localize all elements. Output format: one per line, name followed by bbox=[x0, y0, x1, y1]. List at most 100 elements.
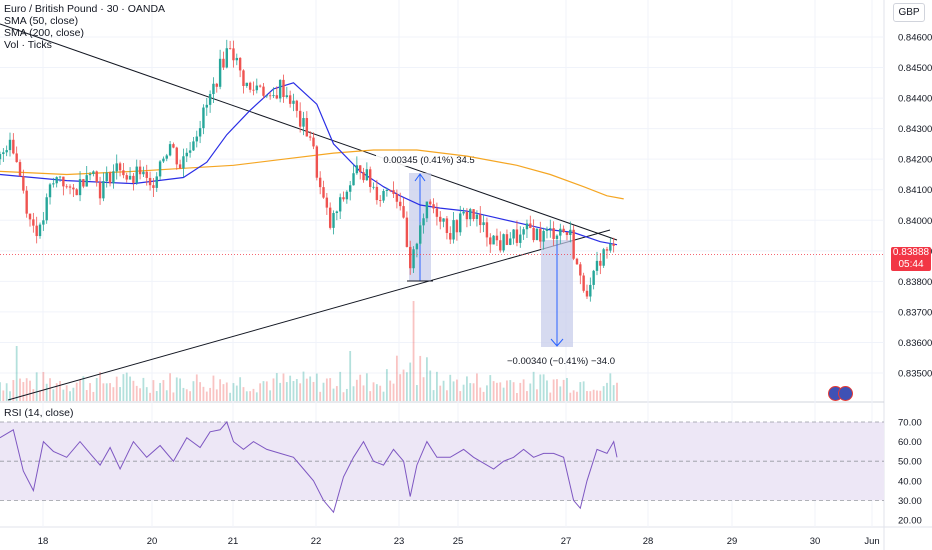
candle-body bbox=[559, 228, 562, 236]
candle-body bbox=[505, 234, 509, 245]
candle-body bbox=[328, 207, 332, 228]
time-tick-label: 20 bbox=[147, 536, 158, 547]
volume-bar bbox=[252, 388, 255, 401]
volume-bar bbox=[362, 385, 365, 401]
candle-body bbox=[148, 177, 152, 186]
candle-body bbox=[325, 197, 329, 208]
volume-bar bbox=[172, 392, 175, 401]
price-tick-label: 0.83800 bbox=[898, 277, 932, 288]
volume-bar bbox=[139, 388, 141, 401]
candle-body bbox=[282, 79, 285, 98]
volume-bar bbox=[279, 382, 282, 401]
candle-body bbox=[58, 176, 62, 178]
volume-bar bbox=[546, 380, 548, 401]
candle-body bbox=[35, 225, 38, 237]
candle-body bbox=[8, 139, 12, 151]
volume-bar bbox=[476, 373, 478, 401]
volume-bar bbox=[269, 390, 272, 401]
sma50-legend[interactable]: SMA (50, close) bbox=[4, 15, 79, 27]
volume-bar bbox=[412, 301, 415, 401]
volume-bar bbox=[586, 391, 588, 401]
candle-body bbox=[552, 228, 555, 239]
candle-body bbox=[102, 181, 105, 199]
volume-bar bbox=[112, 387, 115, 401]
candle-body bbox=[535, 228, 539, 241]
candle-body bbox=[0, 154, 2, 160]
volume-bar bbox=[105, 383, 108, 401]
volume-bar bbox=[179, 378, 181, 401]
volume-bar bbox=[82, 376, 85, 401]
candle-body bbox=[569, 229, 572, 236]
volume-bar bbox=[425, 357, 428, 401]
candle-body bbox=[298, 110, 302, 127]
candle-body bbox=[512, 229, 515, 239]
candle-body bbox=[78, 179, 82, 196]
candle-body bbox=[399, 201, 402, 207]
volume-legend[interactable]: Vol · Ticks bbox=[4, 39, 52, 51]
volume-bar bbox=[52, 389, 55, 401]
price-tick-label: 0.84100 bbox=[898, 185, 932, 196]
volume-bar bbox=[385, 369, 388, 401]
candle-body bbox=[305, 118, 309, 137]
volume-bar bbox=[155, 391, 158, 401]
volume-bar bbox=[185, 389, 188, 401]
volume-bar bbox=[572, 390, 575, 401]
candle-body bbox=[322, 187, 325, 198]
volume-bar bbox=[579, 382, 582, 401]
candle-body bbox=[125, 175, 128, 180]
volume-bar bbox=[355, 379, 358, 401]
candle-body bbox=[482, 222, 485, 226]
volume-bar bbox=[506, 380, 508, 401]
candle-body bbox=[495, 235, 499, 241]
volume-bar bbox=[122, 374, 125, 401]
volume-bar bbox=[606, 382, 608, 401]
last-price-tag: 0.83888 05:44 bbox=[891, 247, 931, 271]
candle-body bbox=[519, 234, 522, 243]
rsi-tick-label: 60.00 bbox=[898, 437, 922, 448]
descending-trendline bbox=[0, 23, 618, 241]
candle-body bbox=[242, 70, 245, 86]
volume-bar bbox=[369, 391, 372, 401]
candle-body bbox=[579, 264, 582, 276]
volume-bar bbox=[292, 381, 295, 401]
volume-bar bbox=[359, 374, 362, 401]
volume-bar bbox=[342, 392, 345, 401]
volume-bar bbox=[165, 390, 168, 401]
time-tick-label: 18 bbox=[38, 536, 49, 547]
candle-body bbox=[442, 218, 445, 222]
flag-icon[interactable] bbox=[838, 386, 853, 401]
sma200-legend[interactable]: SMA (200, close) bbox=[4, 27, 84, 39]
volume-bar bbox=[449, 374, 452, 401]
volume-bar bbox=[592, 389, 595, 401]
rsi-legend[interactable]: RSI (14, close) bbox=[4, 407, 74, 419]
time-tick-label: 21 bbox=[228, 536, 239, 547]
candle-body bbox=[45, 197, 48, 221]
candle-body bbox=[295, 100, 299, 111]
volume-bar bbox=[379, 385, 382, 401]
candle-body bbox=[178, 164, 182, 169]
volume-bar bbox=[162, 380, 165, 401]
currency-selector[interactable]: GBP bbox=[893, 3, 925, 22]
volume-bar bbox=[479, 387, 482, 401]
candle-body bbox=[605, 249, 609, 251]
volume-bar bbox=[415, 385, 418, 401]
volume-bar bbox=[456, 379, 458, 401]
candle-body bbox=[522, 229, 525, 235]
volume-bar bbox=[432, 390, 435, 401]
candle-body bbox=[385, 190, 389, 191]
candle-body bbox=[539, 228, 542, 242]
volume-bar bbox=[209, 387, 212, 401]
candle-body bbox=[225, 48, 228, 68]
candle-body bbox=[335, 211, 339, 214]
time-tick-label: 25 bbox=[453, 536, 464, 547]
rsi-tick-label: 40.00 bbox=[898, 476, 922, 487]
volume-bar bbox=[62, 389, 65, 401]
volume-bar bbox=[489, 375, 492, 401]
volume-bar bbox=[32, 389, 35, 401]
volume-bar bbox=[616, 382, 618, 401]
volume-bar bbox=[265, 381, 268, 401]
volume-bar bbox=[389, 380, 392, 401]
volume-bar bbox=[249, 391, 252, 401]
candle-body bbox=[405, 217, 409, 247]
volume-bar bbox=[182, 387, 185, 401]
